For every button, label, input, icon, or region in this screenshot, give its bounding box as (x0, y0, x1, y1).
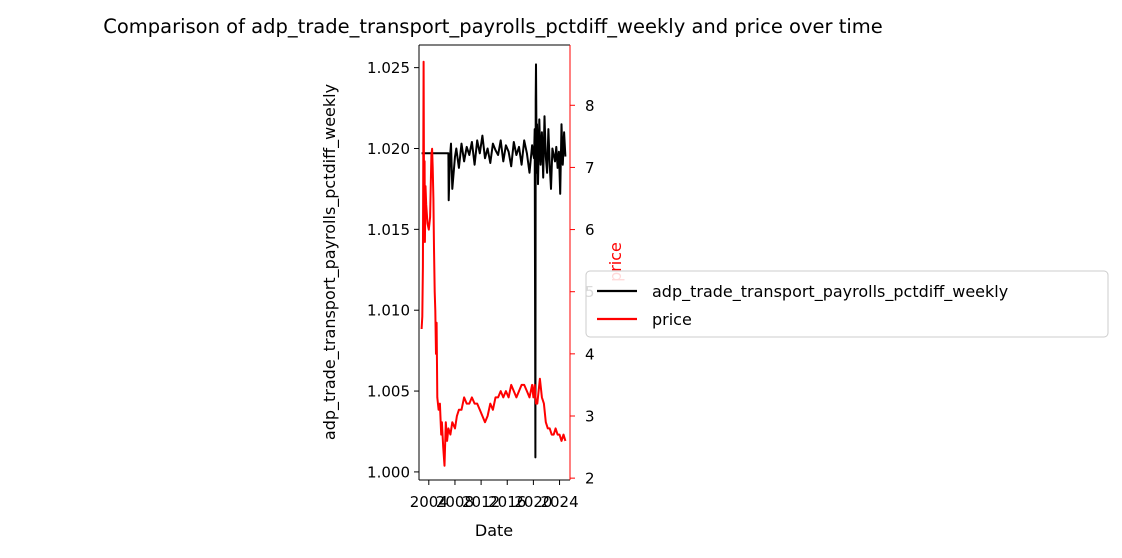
y-right-tick-label: 4 (585, 345, 595, 363)
x-tick-label: 2016 (488, 493, 526, 511)
y-right-tick-label: 8 (585, 97, 595, 115)
x-tick-label: 2004 (410, 493, 448, 511)
chart-title: Comparison of adp_trade_transport_payrol… (103, 15, 883, 38)
legend: adp_trade_transport_payrolls_pctdiff_wee… (585, 270, 1109, 338)
x-axis-label: Date (475, 521, 513, 540)
y-left-tick-label: 1.015 (367, 221, 410, 239)
x-tick-label: 2020 (514, 493, 552, 511)
y-right-tick-label: 7 (585, 159, 595, 177)
x-tick-label: 2008 (436, 493, 474, 511)
y-axis-label-left: adp_trade_transport_payrolls_pctdiff_wee… (320, 84, 340, 440)
y-left-tick-label: 1.020 (367, 140, 410, 158)
y-left-tick-label: 1.010 (367, 302, 410, 320)
y-left-tick-label: 1.025 (367, 59, 410, 77)
legend-label-right-series: price (652, 310, 692, 329)
legend-frame (585, 270, 1109, 338)
y-left-tick-label: 1.005 (367, 383, 410, 401)
legend-label-left-series: adp_trade_transport_payrolls_pctdiff_wee… (652, 282, 1008, 302)
series-line-price (420, 60, 567, 467)
y-left-tick-label: 1.000 (367, 463, 410, 481)
x-tick-label: 2024 (540, 493, 578, 511)
y-right-tick-label: 2 (585, 470, 595, 488)
y-right-tick-label: 6 (585, 221, 595, 239)
x-tick-label: 2012 (462, 493, 500, 511)
series-line-adp-payrolls (421, 63, 567, 459)
y-right-tick-label: 3 (585, 407, 595, 425)
